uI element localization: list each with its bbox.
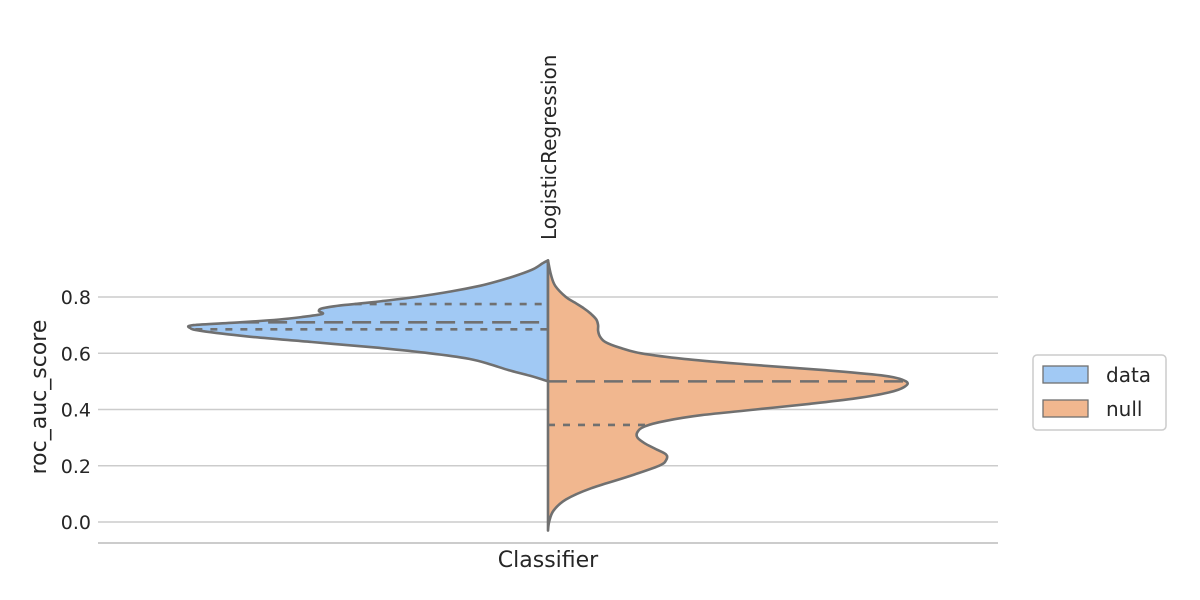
violin-half-null bbox=[546, 259, 909, 532]
category-label: LogisticRegression bbox=[537, 55, 561, 241]
x-axis-label: Classifier bbox=[498, 548, 599, 573]
legend: data null bbox=[1032, 354, 1167, 431]
violin-half-data bbox=[186, 259, 550, 383]
legend-label-null: null bbox=[1106, 397, 1142, 421]
quartile-lines bbox=[195, 302, 906, 427]
y-tick-label: 0.4 bbox=[61, 400, 91, 422]
legend-swatch-null bbox=[1042, 399, 1089, 418]
y-tick-labels: 0.0 0.2 0.4 0.6 0.8 bbox=[61, 287, 91, 534]
y-tick-label: 0.8 bbox=[61, 287, 91, 309]
y-tick-label: 0.2 bbox=[61, 456, 91, 478]
legend-swatch-data bbox=[1042, 365, 1089, 384]
y-axis-label: roc_auc_score bbox=[27, 320, 52, 475]
y-tick-label: 0.6 bbox=[61, 343, 91, 365]
y-tick-label: 0.0 bbox=[61, 512, 91, 534]
violin-group bbox=[186, 259, 909, 532]
legend-label-data: data bbox=[1106, 363, 1151, 387]
